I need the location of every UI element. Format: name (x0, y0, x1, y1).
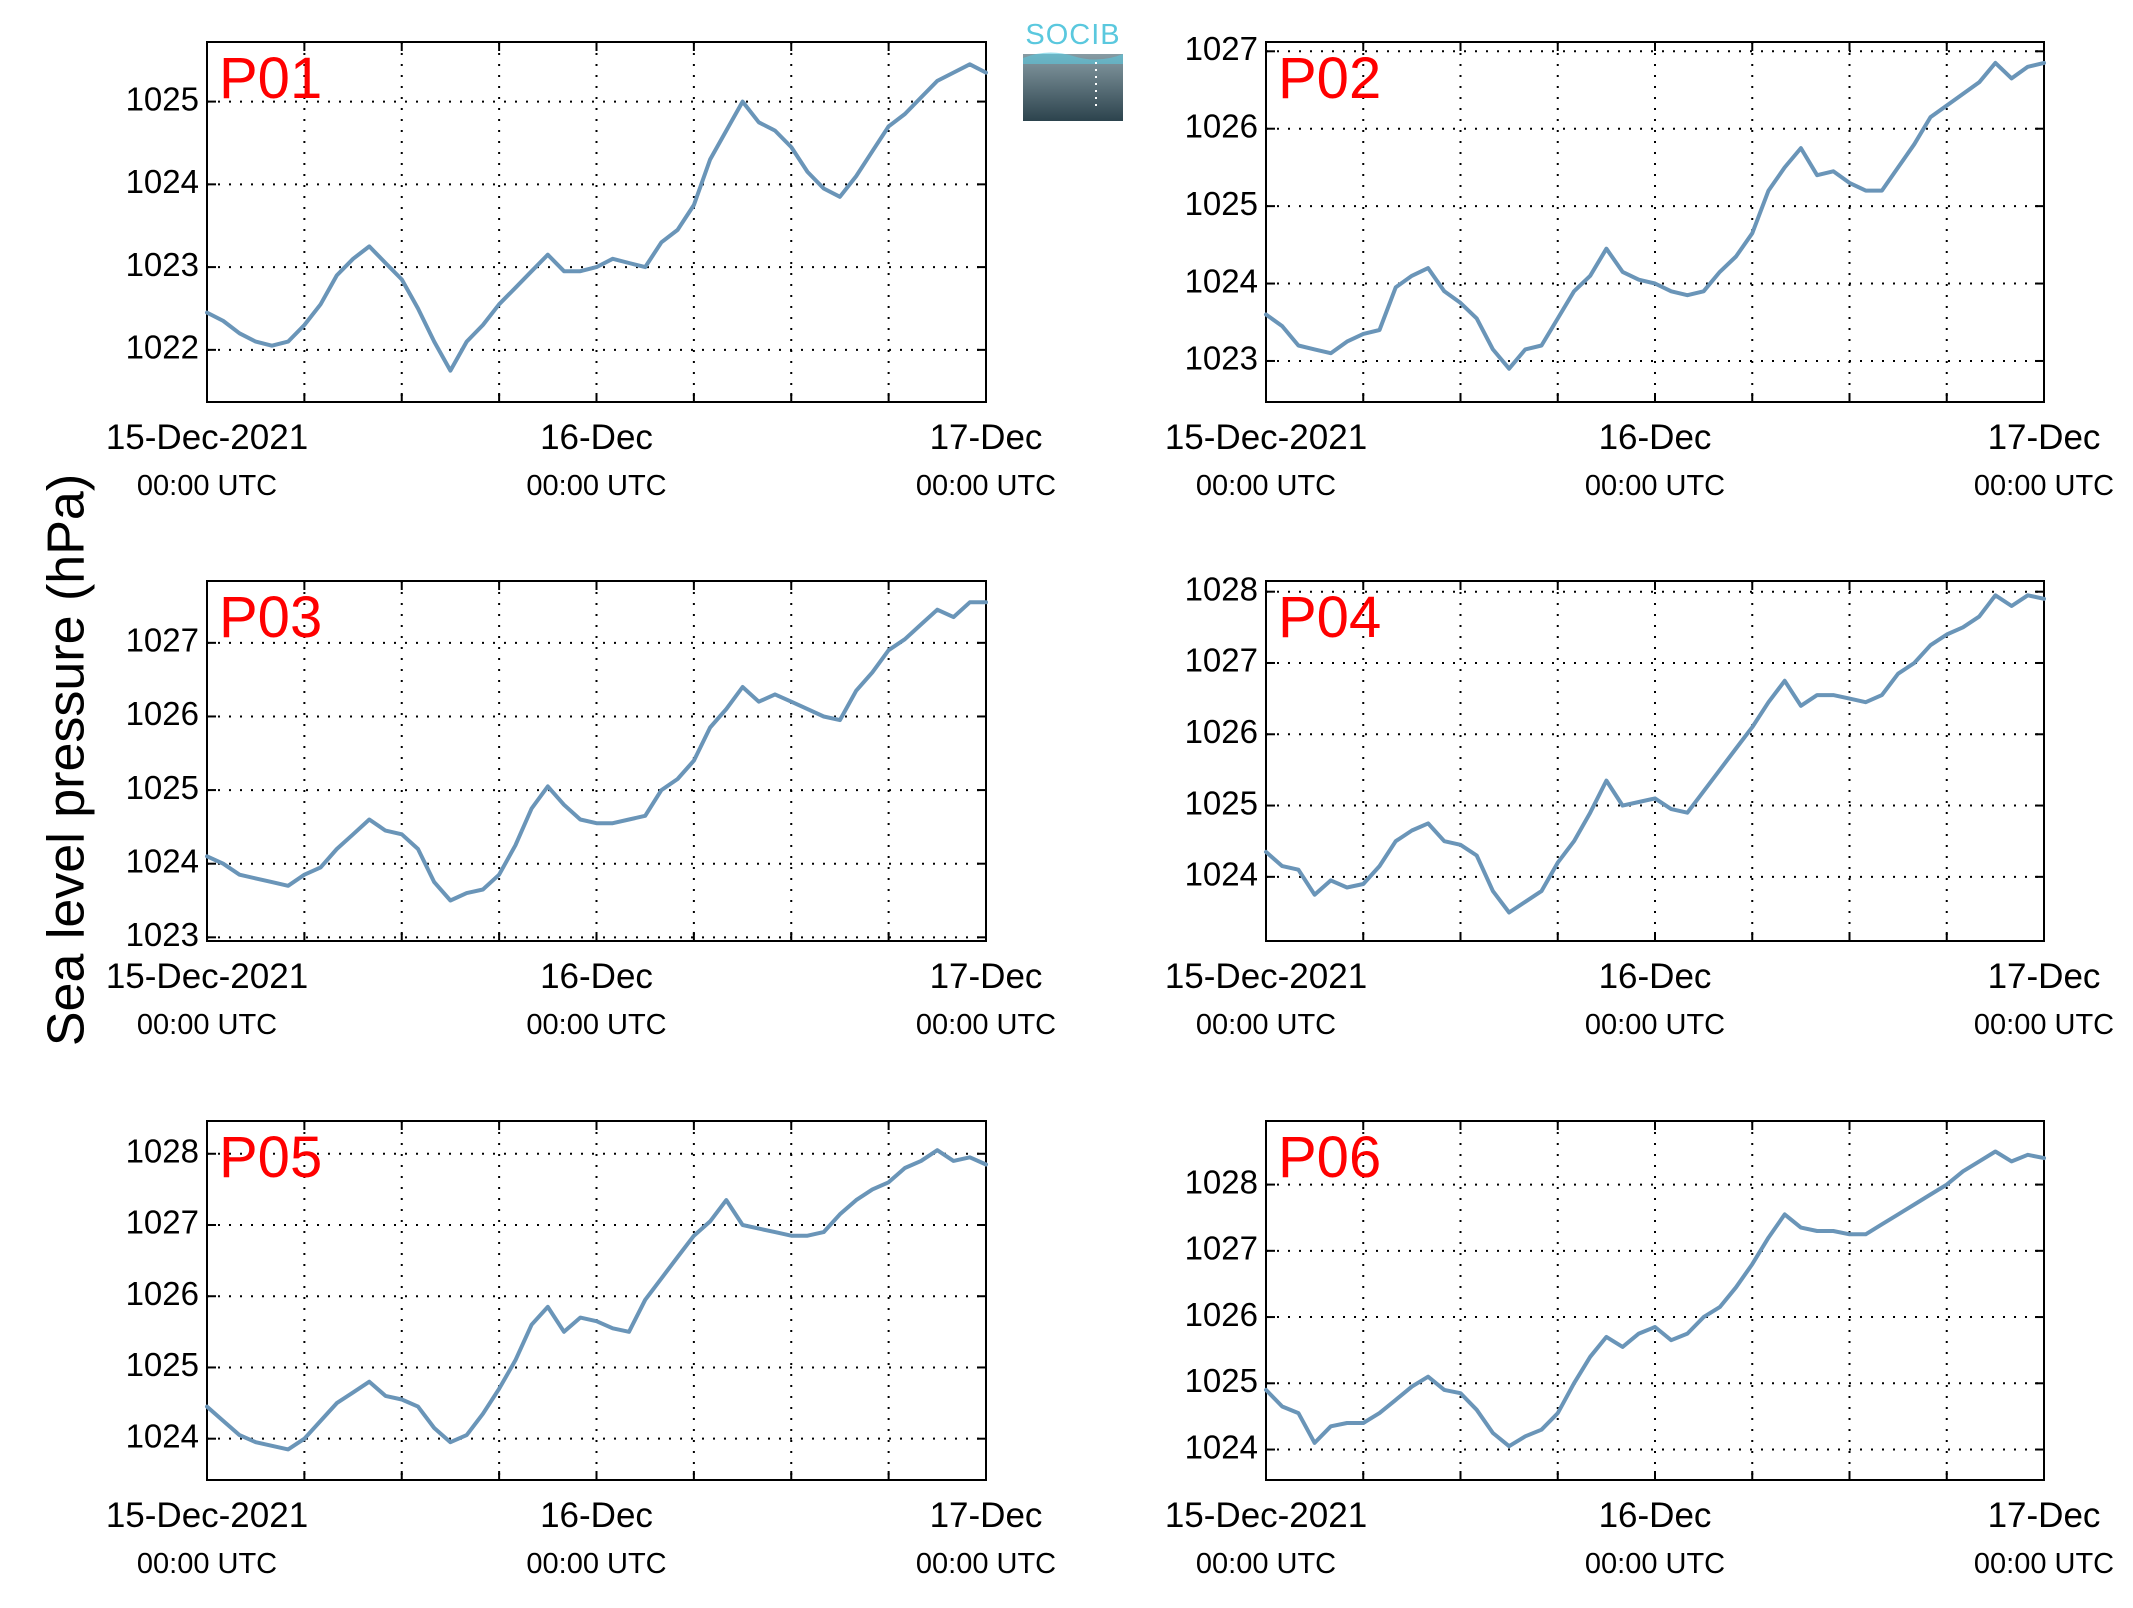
y-tick-label: 1027 (1185, 642, 1258, 679)
x-tick-sublabel: 00:00 UTC (526, 1548, 666, 1580)
y-tick-label: 1028 (1185, 570, 1258, 607)
series-line-p06 (1264, 1149, 2046, 1449)
logo-text-band (1023, 20, 1123, 54)
series-line-p04 (1264, 593, 2046, 915)
panel-label-p05: P05 (219, 1125, 322, 1190)
y-tick-label: 1028 (1185, 1163, 1258, 1200)
y-axis-label: Sea level pressure (hPa) (38, 474, 96, 1046)
y-tick-label: 1026 (1185, 107, 1258, 144)
series-line-p03 (205, 600, 988, 903)
y-tick-label: 1025 (1185, 185, 1258, 222)
x-tick-label: 17-Dec (1988, 1496, 2101, 1535)
plot-area (206, 580, 987, 942)
logo-wave (1023, 52, 1123, 64)
y-tick-label: 1024 (1185, 856, 1258, 893)
x-tick-label: 16-Dec (540, 957, 653, 996)
y-tick-label: 1026 (126, 695, 199, 732)
series-line-p05 (205, 1148, 988, 1452)
panel-label-p01: P01 (219, 46, 322, 111)
x-tick-sublabel: 00:00 UTC (137, 1548, 277, 1580)
panel-p06: 1024 1025 1026 1027 1028 15-Dec-2021 00:00 UTC… (1165, 1120, 2114, 1580)
x-tick-label: 15-Dec-2021 (106, 418, 308, 457)
y-tick-label: 1027 (1185, 30, 1258, 67)
plot-area (1265, 580, 2045, 942)
x-tick-label: 17-Dec (1988, 957, 2101, 996)
panels-group: 1022 1023 1024 1025 15-Dec-2021 00:00 UTC 16-D… (106, 30, 2114, 1580)
x-tick-label: 16-Dec (1599, 1496, 1712, 1535)
x-tick-label: 15-Dec-2021 (1165, 1496, 1367, 1535)
x-tick-sublabel: 00:00 UTC (1974, 470, 2114, 502)
y-tick-label: 1027 (1185, 1230, 1258, 1267)
x-tick-label: 17-Dec (930, 957, 1043, 996)
socib-logo: SOCIB (1023, 19, 1123, 121)
y-tick-label: 1025 (1185, 1362, 1258, 1399)
x-tick-sublabel: 00:00 UTC (137, 470, 277, 502)
x-tick-label: 16-Dec (540, 418, 653, 457)
y-tick-label: 1024 (126, 1417, 199, 1454)
x-tick-label: 15-Dec-2021 (1165, 957, 1367, 996)
x-tick-sublabel: 00:00 UTC (916, 1009, 1056, 1041)
y-tick-label: 1025 (126, 769, 199, 806)
y-tick-label: 1025 (126, 80, 199, 117)
y-tick-label: 1023 (1185, 340, 1258, 377)
y-tick-label: 1024 (1185, 1428, 1258, 1465)
x-tick-label: 16-Dec (1599, 418, 1712, 457)
plot-area (1265, 1120, 2045, 1481)
logo-text: SOCIB (1025, 19, 1120, 51)
y-tick-label: 1026 (126, 1275, 199, 1312)
y-tick-label: 1023 (126, 246, 199, 283)
x-tick-label: 15-Dec-2021 (106, 1496, 308, 1535)
x-tick-label: 15-Dec-2021 (1165, 418, 1367, 457)
y-tick-label: 1027 (126, 622, 199, 659)
series-line-p02 (1264, 60, 2046, 371)
plot-area (206, 1120, 987, 1481)
x-tick-sublabel: 00:00 UTC (526, 470, 666, 502)
x-tick-sublabel: 00:00 UTC (916, 470, 1056, 502)
y-tick-label: 1026 (1185, 1296, 1258, 1333)
y-tick-label: 1024 (1185, 262, 1258, 299)
panel-p05: 1024 1025 1026 1027 1028 15-Dec-2021 00:00 UTC… (106, 1120, 1056, 1580)
y-tick-label: 1023 (126, 916, 199, 953)
y-tick-label: 1024 (126, 163, 199, 200)
panel-p04: 1024 1025 1026 1027 1028 15-Dec-2021 00:00 UTC… (1165, 570, 2114, 1041)
panel-label-p03: P03 (219, 585, 322, 650)
y-tick-label: 1024 (126, 842, 199, 879)
y-tick-label: 1028 (126, 1132, 199, 1169)
panel-label-p02: P02 (1278, 46, 1381, 111)
x-tick-sublabel: 00:00 UTC (1585, 470, 1725, 502)
plot-area (206, 41, 987, 403)
x-tick-label: 17-Dec (1988, 418, 2101, 457)
x-tick-sublabel: 00:00 UTC (916, 1548, 1056, 1580)
series-line-p01 (205, 62, 988, 373)
x-tick-sublabel: 00:00 UTC (1585, 1009, 1725, 1041)
x-tick-sublabel: 00:00 UTC (1974, 1548, 2114, 1580)
panel-p02: 1023 1024 1025 1026 1027 15-Dec-2021 00:00 UTC… (1165, 30, 2114, 502)
y-tick-label: 1025 (1185, 784, 1258, 821)
y-tick-label: 1025 (126, 1346, 199, 1383)
x-tick-sublabel: 00:00 UTC (526, 1009, 666, 1041)
x-tick-sublabel: 00:00 UTC (1196, 470, 1336, 502)
x-tick-label: 16-Dec (1599, 957, 1712, 996)
x-tick-sublabel: 00:00 UTC (137, 1009, 277, 1041)
x-tick-sublabel: 00:00 UTC (1196, 1009, 1336, 1041)
x-tick-label: 16-Dec (540, 1496, 653, 1535)
x-tick-label: 17-Dec (930, 1496, 1043, 1535)
y-tick-label: 1027 (126, 1204, 199, 1241)
y-tick-label: 1026 (1185, 713, 1258, 750)
x-tick-label: 17-Dec (930, 418, 1043, 457)
x-tick-label: 15-Dec-2021 (106, 957, 308, 996)
x-tick-sublabel: 00:00 UTC (1196, 1548, 1336, 1580)
panel-p01: 1022 1023 1024 1025 15-Dec-2021 00:00 UTC 16-D… (106, 41, 1056, 502)
panel-label-p06: P06 (1278, 1125, 1381, 1190)
panel-p03: 1023 1024 1025 1026 1027 15-Dec-2021 00:00 UTC… (106, 580, 1056, 1041)
x-tick-sublabel: 00:00 UTC (1585, 1548, 1725, 1580)
plot-area (1265, 41, 2045, 403)
x-tick-sublabel: 00:00 UTC (1974, 1009, 2114, 1041)
y-tick-label: 1022 (126, 329, 199, 366)
panel-label-p04: P04 (1278, 585, 1381, 650)
